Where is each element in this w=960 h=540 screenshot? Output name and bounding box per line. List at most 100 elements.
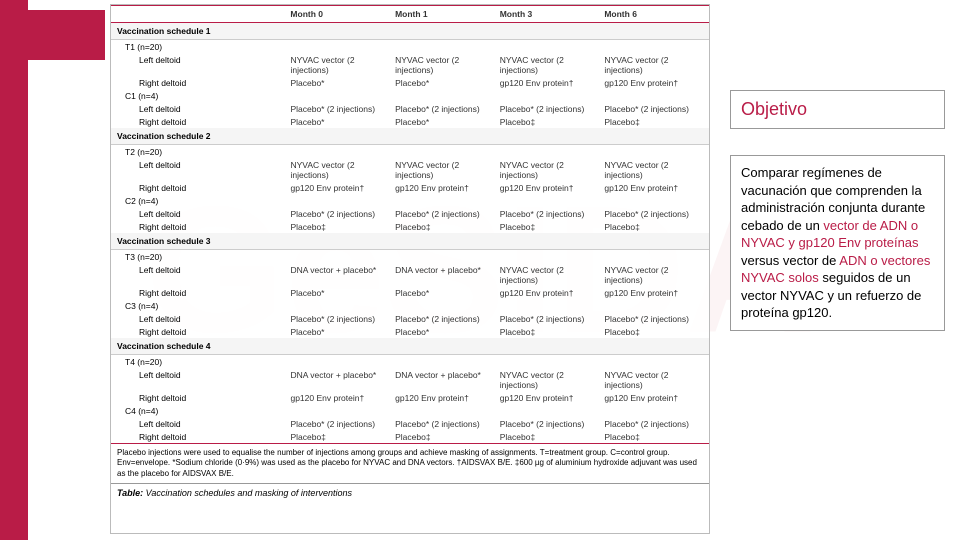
- cell: Placebo* (2 injections): [500, 419, 605, 429]
- cell: Placebo* (2 injections): [290, 314, 395, 324]
- site-label: Left deltoid: [111, 104, 290, 114]
- site-row: Left deltoidPlacebo* (2 injections)Place…: [111, 102, 709, 115]
- caption-label: Table:: [117, 488, 143, 498]
- site-label: Left deltoid: [111, 55, 290, 75]
- schedule-header: Vaccination schedule 2: [111, 128, 709, 145]
- cell: gp120 Env protein†: [604, 183, 709, 193]
- site-row: Right deltoidgp120 Env protein†gp120 Env…: [111, 181, 709, 194]
- cell: gp120 Env protein†: [604, 288, 709, 298]
- col-month-1: Month 1: [395, 9, 500, 19]
- group-name: C4 (n=4): [111, 406, 291, 416]
- site-label: Right deltoid: [111, 183, 290, 193]
- cell: Placebo‡: [395, 432, 500, 442]
- group-row: T1 (n=20): [111, 40, 709, 53]
- cell: Placebo‡: [604, 432, 709, 442]
- cell: Placebo* (2 injections): [395, 419, 500, 429]
- group-row: C1 (n=4): [111, 89, 709, 102]
- cell: Placebo*: [290, 288, 395, 298]
- cell: Placebo‡: [290, 432, 395, 442]
- cell: gp120 Env protein†: [395, 393, 500, 403]
- site-label: Left deltoid: [111, 370, 290, 390]
- group-row: T4 (n=20): [111, 355, 709, 368]
- site-row: Left deltoidDNA vector + placebo*DNA vec…: [111, 263, 709, 286]
- cell: Placebo*: [395, 78, 500, 88]
- cell: DNA vector + placebo*: [395, 370, 500, 390]
- site-label: Left deltoid: [111, 265, 290, 285]
- site-label: Left deltoid: [111, 314, 290, 324]
- site-label: Left deltoid: [111, 209, 290, 219]
- schedule-header: Vaccination schedule 1: [111, 23, 709, 40]
- top-accent-block: [0, 10, 105, 60]
- cell: Placebo* (2 injections): [604, 314, 709, 324]
- cell: NYVAC vector (2 injections): [604, 160, 709, 180]
- cell: Placebo* (2 injections): [395, 314, 500, 324]
- site-label: Left deltoid: [111, 419, 290, 429]
- schedule-header: Vaccination schedule 4: [111, 338, 709, 355]
- group-name: C2 (n=4): [111, 196, 291, 206]
- group-row: T3 (n=20): [111, 250, 709, 263]
- vaccination-table: Month 0 Month 1 Month 3 Month 6 Vaccinat…: [110, 4, 710, 534]
- cell: Placebo‡: [500, 432, 605, 442]
- group-name: C3 (n=4): [111, 301, 291, 311]
- cell: Placebo* (2 injections): [500, 314, 605, 324]
- site-label: Right deltoid: [111, 78, 290, 88]
- site-label: Right deltoid: [111, 288, 290, 298]
- cell: Placebo*: [395, 117, 500, 127]
- cell: gp120 Env protein†: [500, 78, 605, 88]
- cell: gp120 Env protein†: [604, 78, 709, 88]
- cell: NYVAC vector (2 injections): [395, 55, 500, 75]
- site-row: Right deltoidgp120 Env protein†gp120 Env…: [111, 391, 709, 404]
- cell: Placebo‡: [500, 327, 605, 337]
- cell: Placebo‡: [500, 222, 605, 232]
- cell: DNA vector + placebo*: [290, 370, 395, 390]
- group-row: C3 (n=4): [111, 299, 709, 312]
- site-row: Left deltoidPlacebo* (2 injections)Place…: [111, 417, 709, 430]
- site-row: Right deltoidPlacebo*Placebo*Placebo‡Pla…: [111, 115, 709, 128]
- cell: NYVAC vector (2 injections): [500, 55, 605, 75]
- cell: Placebo*: [290, 117, 395, 127]
- cell: Placebo‡: [604, 327, 709, 337]
- table-footnote: Placebo injections were used to equalise…: [111, 443, 709, 483]
- cell: gp120 Env protein†: [290, 183, 395, 193]
- cell: Placebo*: [290, 78, 395, 88]
- group-name: T2 (n=20): [111, 147, 291, 157]
- site-label: Right deltoid: [111, 327, 290, 337]
- caption-text: Vaccination schedules and masking of int…: [143, 488, 352, 498]
- cell: Placebo*: [395, 288, 500, 298]
- cell: NYVAC vector (2 injections): [604, 370, 709, 390]
- site-row: Left deltoidPlacebo* (2 injections)Place…: [111, 312, 709, 325]
- site-label: Right deltoid: [111, 222, 290, 232]
- cell: NYVAC vector (2 injections): [290, 160, 395, 180]
- site-label: Right deltoid: [111, 393, 290, 403]
- cell: Placebo* (2 injections): [290, 209, 395, 219]
- site-row: Left deltoidDNA vector + placebo*DNA vec…: [111, 368, 709, 391]
- col-month-0: Month 0: [290, 9, 395, 19]
- site-row: Right deltoidPlacebo*Placebo*gp120 Env p…: [111, 76, 709, 89]
- site-row: Right deltoidPlacebo‡Placebo‡Placebo‡Pla…: [111, 220, 709, 233]
- objective-body-box: Comparar regímenes de vacunación que com…: [730, 155, 945, 331]
- cell: gp120 Env protein†: [500, 183, 605, 193]
- cell: gp120 Env protein†: [500, 288, 605, 298]
- cell: Placebo* (2 injections): [604, 209, 709, 219]
- group-name: C1 (n=4): [111, 91, 291, 101]
- cell: NYVAC vector (2 injections): [500, 370, 605, 390]
- cell: Placebo* (2 injections): [395, 104, 500, 114]
- cell: Placebo‡: [290, 222, 395, 232]
- col-month-6: Month 6: [604, 9, 709, 19]
- cell: Placebo*: [290, 327, 395, 337]
- cell: Placebo* (2 injections): [604, 419, 709, 429]
- col-month-3: Month 3: [500, 9, 605, 19]
- site-row: Left deltoidNYVAC vector (2 injections)N…: [111, 158, 709, 181]
- cell: gp120 Env protein†: [290, 393, 395, 403]
- cell: Placebo‡: [604, 222, 709, 232]
- cell: Placebo* (2 injections): [604, 104, 709, 114]
- cell: Placebo* (2 injections): [290, 104, 395, 114]
- group-name: T1 (n=20): [111, 42, 291, 52]
- site-label: Left deltoid: [111, 160, 290, 180]
- cell: gp120 Env protein†: [395, 183, 500, 193]
- cell: gp120 Env protein†: [500, 393, 605, 403]
- group-name: T4 (n=20): [111, 357, 291, 367]
- schedule-header: Vaccination schedule 3: [111, 233, 709, 250]
- objective-title: Objetivo: [741, 99, 807, 119]
- site-row: Right deltoidPlacebo*Placebo*Placebo‡Pla…: [111, 325, 709, 338]
